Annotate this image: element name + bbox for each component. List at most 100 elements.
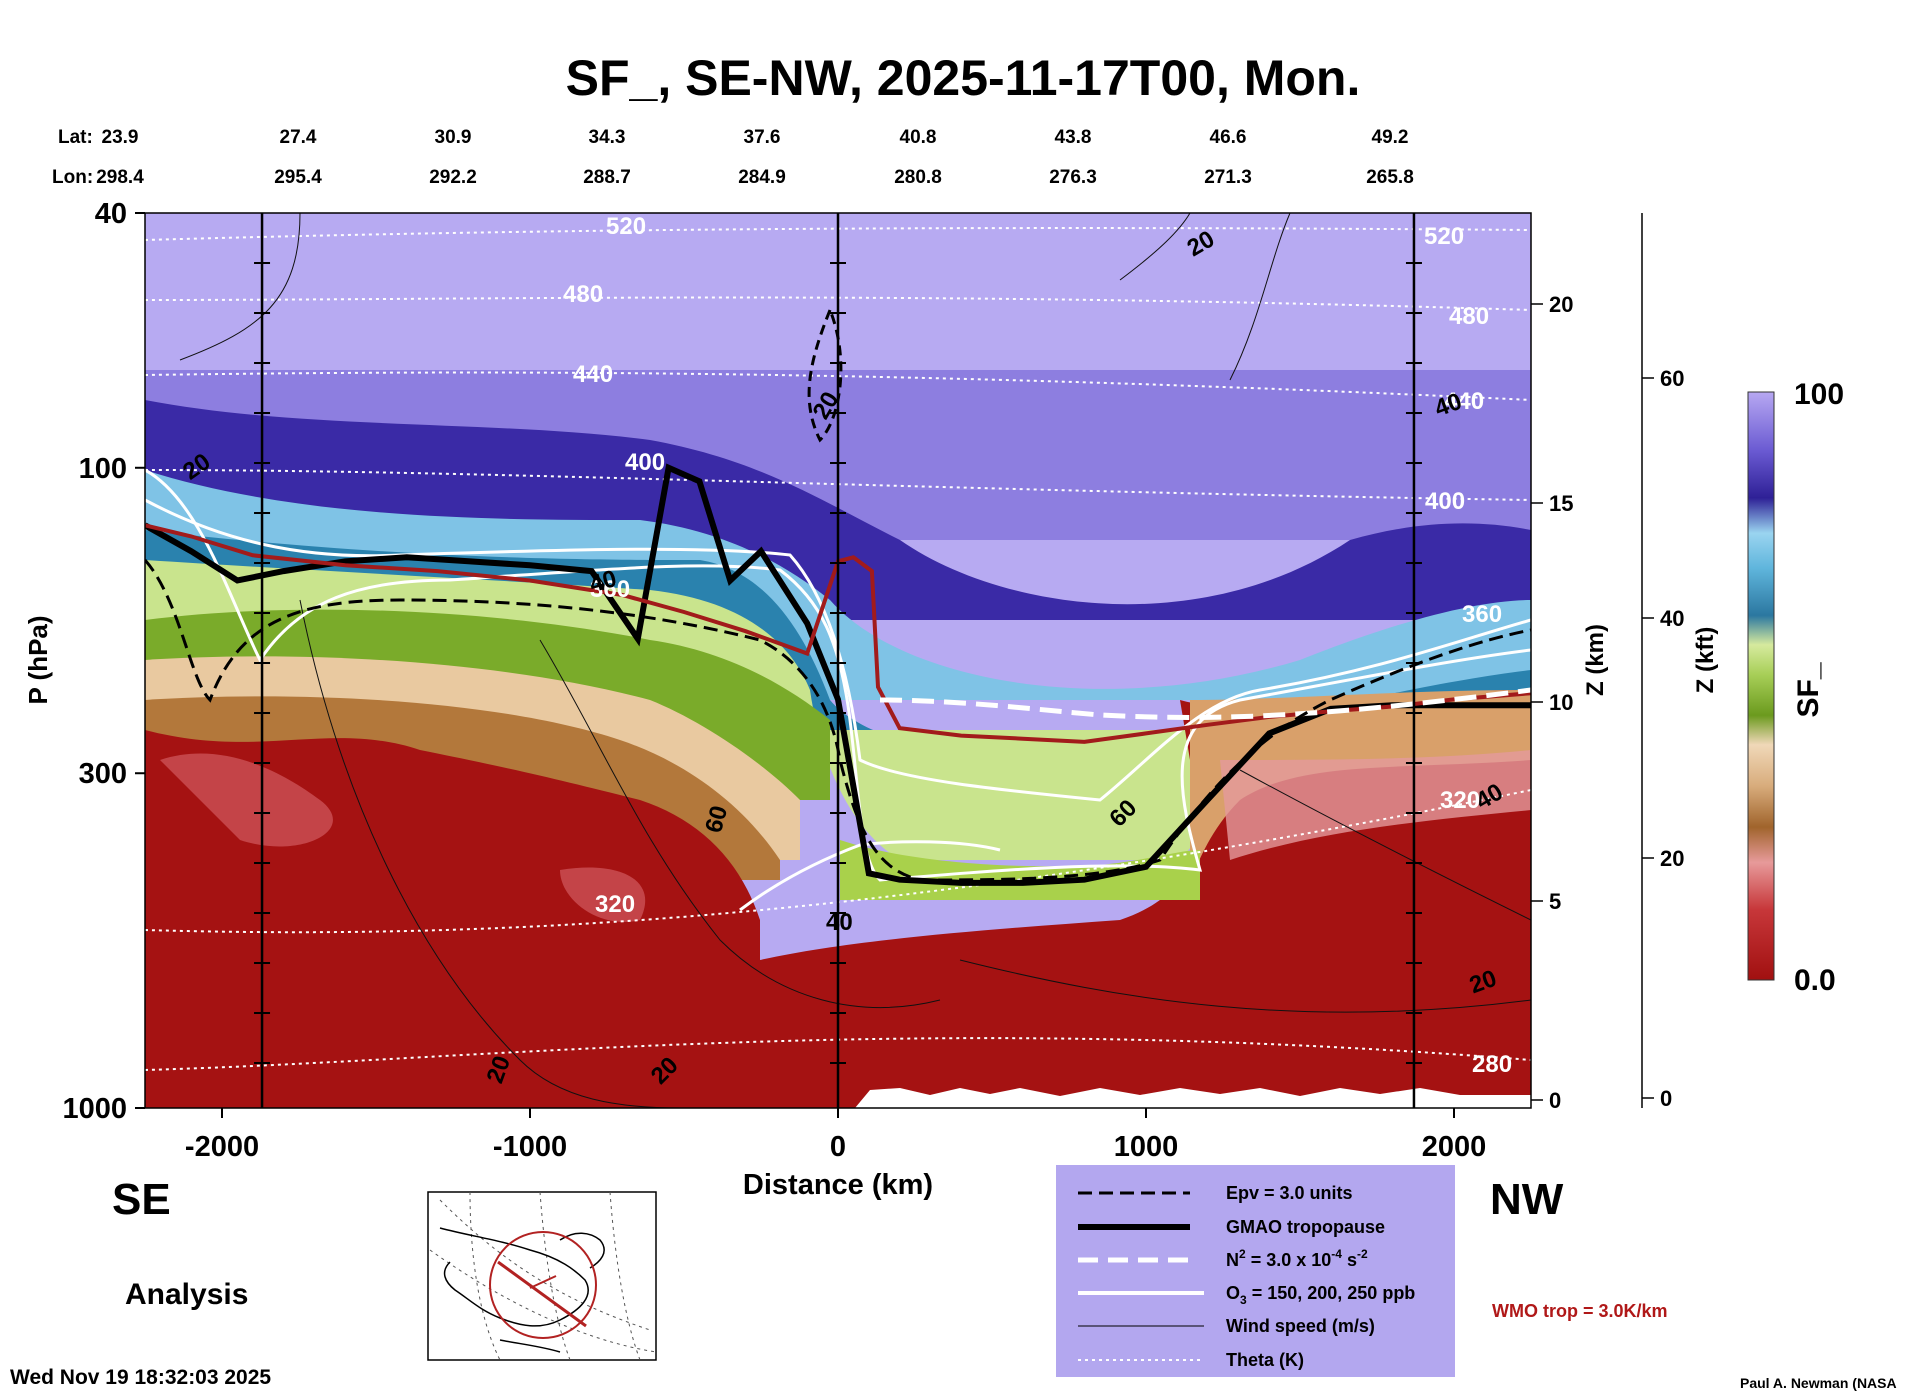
legend-n2-sup3: -2	[1357, 1247, 1368, 1261]
lat-value: 30.9	[435, 127, 472, 148]
legend-o3-sub: 3	[1240, 1293, 1247, 1307]
legend-label-o3: O3 = 150, 200, 250 ppb	[1226, 1283, 1415, 1307]
lat-lon-header: Lat: Lon: 23.9 27.4 30.9 34.3 37.6 40.8 43.8 46…	[52, 127, 1414, 188]
theta-contour	[145, 296, 1531, 311]
vertical-markers	[254, 213, 1422, 1108]
lat-value: 46.6	[1210, 127, 1247, 148]
lon-value: 288.7	[583, 167, 631, 188]
theta-contour	[145, 789, 1531, 934]
lat-label: Lat:	[58, 127, 93, 148]
theta-label: 520	[606, 213, 646, 240]
theta-label: 360	[1462, 601, 1502, 628]
p-tick-label: 40	[95, 198, 127, 230]
lon-value: 298.4	[96, 167, 144, 188]
theta-label: 480	[1449, 303, 1489, 330]
lat-value: 27.4	[280, 127, 317, 148]
band-white-surface	[855, 1088, 1531, 1108]
location-map	[427, 1191, 657, 1361]
map-graticule	[429, 1191, 657, 1361]
lon-value: 276.3	[1049, 167, 1097, 188]
theta-contour	[145, 371, 1531, 401]
ozone-contour	[739, 840, 1001, 912]
x-tick-label: -2000	[185, 1131, 259, 1163]
band-orange-right	[1190, 690, 1531, 880]
band-pink-right	[1220, 750, 1531, 860]
zkm-tick-label: 0	[1549, 1088, 1561, 1113]
legend-n2-sup2: -4	[1331, 1247, 1342, 1261]
wmo-trop-label: WMO trop = 3.0K/km	[1492, 1301, 1668, 1321]
colorbar-max-label: 100	[1794, 378, 1844, 411]
map-range-circle	[489, 1231, 597, 1339]
lon-value: 280.8	[894, 167, 942, 188]
lon-value: 284.9	[738, 167, 786, 188]
colorbar-min-label: 0.0	[1794, 964, 1836, 997]
x-tick-label: 2000	[1422, 1131, 1487, 1163]
lat-value: 49.2	[1372, 127, 1409, 148]
lon-value: 292.2	[429, 167, 477, 188]
lat-value: 37.6	[744, 127, 781, 148]
theta-label: 280	[1472, 1051, 1512, 1078]
zkft-tick-label: 60	[1660, 366, 1684, 391]
map-frame	[427, 1191, 657, 1361]
z-kft-axis: 0 20 40 60	[1641, 213, 1684, 1111]
wind-label: 40	[826, 909, 853, 936]
gmao-tropopause-line	[145, 463, 1531, 886]
zkm-tick-label: 5	[1549, 889, 1561, 914]
theta-contour	[145, 469, 1531, 501]
lat-value: 40.8	[900, 127, 937, 148]
colorbar	[1747, 391, 1775, 981]
theta-label: 320	[595, 891, 635, 918]
zkm-tick-label: 15	[1549, 491, 1573, 516]
theta-label: 320	[1440, 787, 1480, 814]
zkft-tick-label: 40	[1660, 606, 1684, 631]
epv-dashed-line	[145, 559, 1531, 882]
contour-lines	[145, 213, 1531, 1108]
lat-value: 34.3	[589, 127, 626, 148]
zkm-tick-label: 10	[1549, 690, 1573, 715]
x-tick-label: -1000	[493, 1131, 567, 1163]
x-axis-label: Distance (km)	[743, 1169, 933, 1201]
direction-right-label: NW	[1490, 1175, 1564, 1224]
theta-label: 480	[563, 281, 603, 308]
legend-box	[1056, 1165, 1455, 1377]
legend-n2-mid2: s	[1342, 1250, 1357, 1270]
theta-label: 400	[625, 449, 665, 476]
legend-n2-mid: = 3.0 x 10	[1246, 1250, 1332, 1270]
p-tick-label: 300	[79, 758, 127, 790]
legend: Epv = 3.0 units GMAO tropopause N2 = 3.0…	[1056, 1165, 1455, 1377]
lon-value: 271.3	[1204, 167, 1252, 188]
theta-label: 520	[1424, 223, 1464, 250]
timestamp: Wed Nov 19 18:32:03 2025	[10, 1366, 271, 1389]
y-axis-label: P (hPa)	[23, 615, 53, 704]
x-axis: -2000 -1000 0 1000 2000	[185, 1108, 1486, 1163]
analysis-label: Analysis	[125, 1278, 248, 1311]
credit-label: Paul A. Newman (NASA	[1740, 1375, 1897, 1391]
colorbar-title: SF_	[1792, 662, 1825, 717]
z-km-axis-label: Z (km)	[1582, 624, 1609, 696]
theta-label: 360	[590, 576, 630, 603]
legend-o3-base: O	[1226, 1283, 1240, 1303]
legend-label-gmao: GMAO tropopause	[1226, 1217, 1385, 1237]
band-pink-patches	[160, 753, 646, 922]
wind-contour	[1229, 213, 1291, 381]
legend-o3-rest: = 150, 200, 250 ppb	[1247, 1283, 1416, 1303]
map-coastline	[439, 1227, 605, 1353]
legend-label-wind: Wind speed (m/s)	[1226, 1316, 1375, 1336]
n2-dashed-line	[879, 687, 1531, 720]
wind-contour	[179, 213, 301, 361]
lon-value: 265.8	[1366, 167, 1414, 188]
legend-label-n2: N2 = 3.0 x 10-4 s-2	[1226, 1247, 1368, 1270]
wind-contour	[539, 639, 941, 1008]
pressure-axis: 40 100 300 1000	[62, 198, 145, 1125]
z-km-axis: 0 5 10 15 20	[1531, 292, 1573, 1113]
zkft-tick-label: 0	[1660, 1086, 1672, 1111]
legend-label-epv: Epv = 3.0 units	[1226, 1183, 1353, 1203]
lon-label: Lon:	[52, 167, 93, 188]
wind-contour	[1119, 213, 1191, 281]
map-transect-line	[497, 1260, 587, 1328]
legend-n2-base: N	[1226, 1250, 1239, 1270]
zkm-tick-label: 20	[1549, 292, 1573, 317]
map-center-cross	[529, 1275, 557, 1289]
lat-value: 43.8	[1055, 127, 1092, 148]
